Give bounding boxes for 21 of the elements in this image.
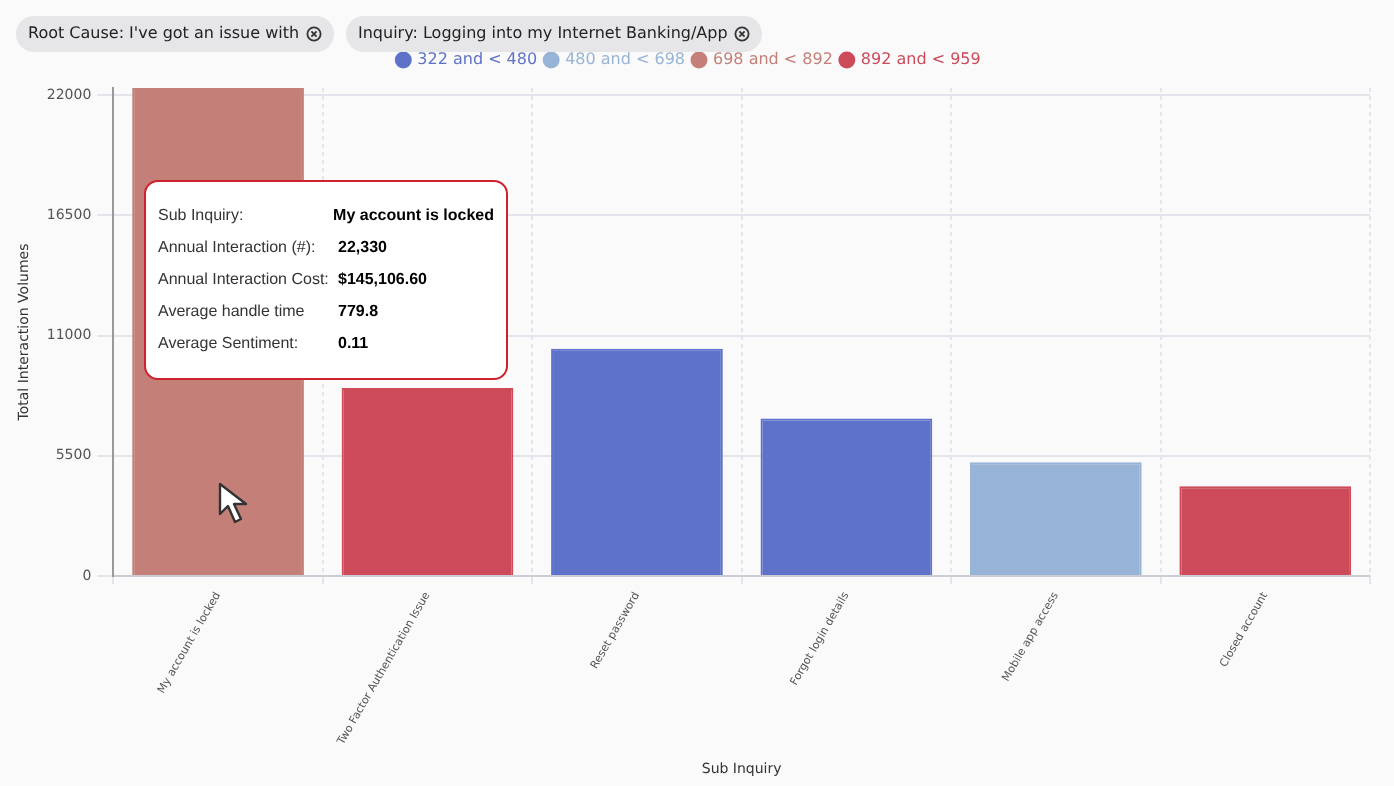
bar — [551, 348, 723, 575]
annotation: Annual Interaction (#): — [158, 237, 318, 255]
annotation: $145,106.60 — [338, 269, 427, 287]
annotation: Annual Interaction Cost: — [158, 269, 331, 287]
annotation: Average handle time — [158, 301, 307, 319]
bar — [341, 388, 514, 575]
annotation: Sub Inquiry: — [158, 205, 246, 223]
annotation: Average Sentiment: — [158, 333, 301, 351]
legend-label: 322 and < 480 — [417, 50, 538, 69]
legend-label: 480 and < 698 — [565, 50, 685, 69]
text: Inquiry: Logging into my Internet Banking/App — [358, 22, 728, 46]
annotation: 0.11 — [338, 333, 369, 351]
legend-label: 698 and < 892 — [713, 50, 833, 69]
bar — [969, 462, 1142, 575]
bar — [760, 418, 933, 575]
annotation: My account is locked — [333, 205, 494, 223]
legend-label: 892 and < 959 — [860, 50, 981, 69]
annotation: 779.8 — [338, 301, 379, 319]
text: Root Cause: I've got an issue with — [28, 22, 300, 46]
bar — [1179, 486, 1352, 575]
annotation: 22,330 — [338, 237, 387, 255]
